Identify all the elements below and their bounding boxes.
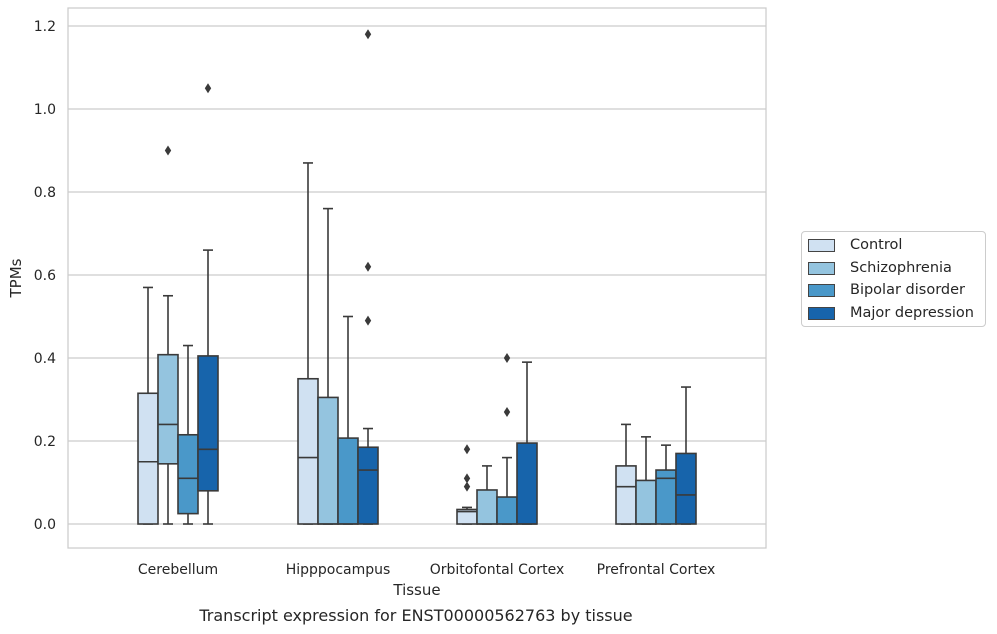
box-major-depression-3 xyxy=(675,386,697,525)
box-major-depression-1 xyxy=(357,29,379,525)
x-axis-title: Tissue xyxy=(392,581,440,599)
y-tick-label: 0.8 xyxy=(34,185,56,201)
y-tick-label: 1.0 xyxy=(34,102,56,118)
box-body xyxy=(357,446,379,525)
outlier-point xyxy=(463,473,471,484)
box-bipolar-disorder-0 xyxy=(177,344,199,525)
y-tick-label: 0.6 xyxy=(34,268,56,284)
legend-label-major-depression: Major depression xyxy=(850,305,974,321)
y-tick-label: 0.2 xyxy=(34,434,56,450)
legend-item-major-depression: Major depression xyxy=(808,303,974,323)
box-body xyxy=(615,465,637,525)
legend-label-control: Control xyxy=(850,237,903,253)
outlier-point xyxy=(364,29,372,40)
box-body xyxy=(675,452,697,525)
outlier-point xyxy=(503,406,511,417)
outlier-point xyxy=(503,353,511,363)
box-body xyxy=(337,437,359,525)
box-major-depression-0 xyxy=(197,83,219,525)
outlier-point xyxy=(463,481,471,492)
y-axis-title: TPMs xyxy=(7,258,25,298)
x-tick-labels: Cerebellum Hipppocampus Orbitofontal Corte… xyxy=(138,562,715,578)
y-tick-labels: 0.0 0.2 0.4 0.6 0.8 1.0 1.2 xyxy=(34,19,56,533)
legend-swatch-bipolar-disorder xyxy=(808,283,835,297)
box-control-1 xyxy=(297,162,319,525)
box-body xyxy=(297,377,319,525)
outlier-point xyxy=(364,261,372,272)
box-body xyxy=(137,392,159,525)
box-body xyxy=(516,442,538,525)
legend-label-bipolar-disorder: Bipolar disorder xyxy=(850,282,965,298)
box-control-0 xyxy=(137,286,159,525)
box-layer xyxy=(137,29,697,525)
legend: Control Schizophrenia Bipolar disorder M… xyxy=(801,231,986,327)
box-bipolar-disorder-3 xyxy=(655,444,677,525)
box-body xyxy=(476,489,498,525)
legend-swatch-control xyxy=(808,238,835,252)
x-tick-label: Orbitofontal Cortex xyxy=(430,562,565,578)
y-tick-label: 0.0 xyxy=(34,517,56,533)
figure-caption: Transcript expression for ENST0000056276… xyxy=(199,606,633,625)
legend-label-schizophrenia: Schizophrenia xyxy=(850,260,952,276)
x-tick-label: Cerebellum xyxy=(138,562,218,578)
legend-item-schizophrenia: Schizophrenia xyxy=(808,258,952,278)
x-tick-label: Prefrontal Cortex xyxy=(597,562,716,578)
box-schizophrenia-3 xyxy=(635,436,657,525)
box-body xyxy=(317,396,339,525)
box-control-2 xyxy=(456,444,478,525)
box-control-3 xyxy=(615,423,637,525)
legend-swatch-schizophrenia xyxy=(808,261,835,275)
box-body xyxy=(496,496,518,525)
box-body xyxy=(197,355,219,492)
box-bipolar-disorder-2 xyxy=(496,353,518,525)
box-schizophrenia-2 xyxy=(476,465,498,525)
box-major-depression-2 xyxy=(516,361,538,525)
outlier-point xyxy=(463,444,471,455)
outlier-point xyxy=(164,145,172,156)
y-tick-label: 1.2 xyxy=(34,19,56,35)
legend-item-bipolar-disorder: Bipolar disorder xyxy=(808,280,965,300)
box-schizophrenia-0 xyxy=(157,145,179,525)
box-bipolar-disorder-1 xyxy=(337,315,359,525)
plot-frame xyxy=(67,7,767,549)
outlier-point xyxy=(204,83,212,94)
outlier-point xyxy=(364,315,372,326)
legend-item-control: Control xyxy=(808,235,902,255)
legend-swatch-major-depression xyxy=(808,306,835,320)
box-schizophrenia-1 xyxy=(317,207,339,525)
box-body xyxy=(157,353,179,465)
x-tick-label: Hipppocampus xyxy=(286,562,391,578)
y-tick-label: 0.4 xyxy=(34,351,56,367)
box-body xyxy=(177,433,199,515)
box-body xyxy=(635,479,657,525)
